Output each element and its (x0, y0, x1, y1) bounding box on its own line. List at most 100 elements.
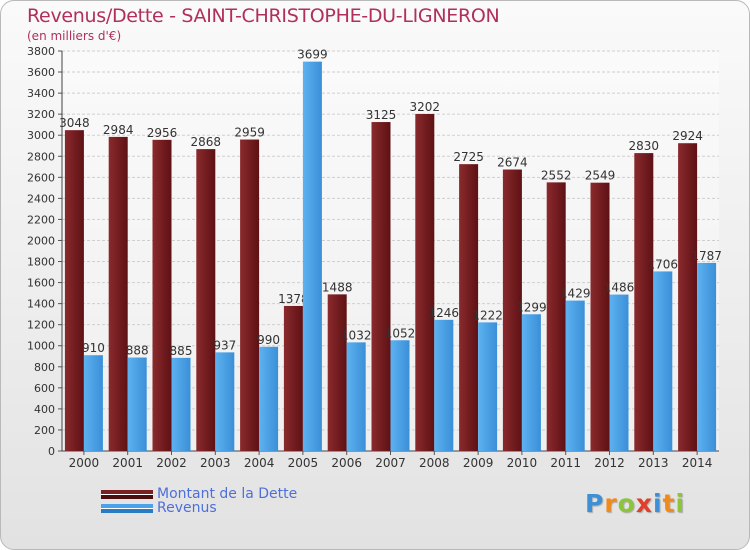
y-tick-label: 2200 (27, 213, 55, 226)
bar-dette (371, 122, 391, 451)
bar-revenus (434, 319, 454, 451)
y-tick-label: 600 (34, 382, 55, 395)
value-label: 1222 (472, 308, 503, 322)
y-tick-label: 200 (34, 424, 55, 437)
y-tick-label: 1000 (27, 340, 55, 353)
bar-dette (64, 130, 84, 451)
bar-revenus (302, 61, 322, 451)
value-label: 1032 (341, 328, 372, 342)
logo-letter: r (604, 489, 618, 518)
y-tick-label: 1200 (27, 319, 55, 332)
bar-revenus (521, 314, 541, 451)
bar-dette (678, 143, 698, 452)
bar-revenus (478, 322, 498, 451)
y-tick-label: 1600 (27, 277, 55, 290)
value-label: 3125 (366, 108, 397, 122)
value-label: 2674 (497, 156, 528, 170)
y-tick-label: 2000 (27, 234, 55, 247)
value-label: 2956 (147, 126, 178, 140)
bar-dette (152, 139, 172, 451)
x-tick-label: 2014 (682, 456, 713, 470)
x-tick-label: 2004 (244, 456, 275, 470)
y-tick-label: 1400 (27, 298, 55, 311)
value-label: 2552 (541, 168, 572, 182)
x-tick-label: 2011 (550, 456, 581, 470)
value-label: 937 (213, 338, 236, 352)
logo-letter: i (675, 489, 686, 518)
legend-swatch-dette (101, 489, 153, 499)
value-label: 1488 (322, 280, 353, 294)
y-tick-label: 3600 (27, 66, 55, 79)
value-label: 990 (257, 333, 280, 347)
value-label: 2959 (234, 126, 265, 140)
bar-dette (240, 139, 260, 452)
chart-subtitle: (en milliers d'€) (27, 29, 122, 43)
value-label: 910 (82, 341, 105, 355)
logo-letter: o (617, 489, 636, 518)
value-label: 3699 (297, 48, 328, 62)
x-tick-label: 2006 (331, 456, 362, 470)
x-tick-label: 2002 (156, 456, 187, 470)
bar-dette (415, 113, 435, 452)
value-label: 2830 (629, 139, 660, 153)
y-tick-label: 2600 (27, 171, 55, 184)
x-tick-label: 2009 (463, 456, 494, 470)
bar-revenus (697, 262, 717, 451)
bar-revenus (171, 357, 191, 451)
logo-letter: i (653, 489, 663, 518)
y-tick-label: 3000 (27, 129, 55, 142)
value-label: 1246 (429, 306, 460, 320)
value-label: 885 (170, 344, 193, 358)
y-tick-label: 800 (34, 361, 55, 374)
y-tick-label: 1800 (27, 256, 55, 269)
bar-revenus (215, 352, 235, 451)
value-label: 2924 (672, 129, 703, 143)
value-label: 1787 (691, 249, 722, 263)
y-tick-label: 3800 (27, 45, 55, 58)
x-tick-label: 2013 (638, 456, 669, 470)
y-tick-label: 3200 (27, 108, 55, 121)
value-label: 888 (126, 344, 149, 358)
x-tick-label: 2005 (288, 456, 319, 470)
value-label: 2868 (191, 135, 222, 149)
chart-title: Revenus/Dette - SAINT-CHRISTOPHE-DU-LIGN… (27, 5, 500, 27)
bar-revenus (609, 294, 629, 451)
value-label: 1706 (648, 257, 679, 271)
value-label: 2984 (103, 123, 134, 137)
logo-letter: t (662, 489, 676, 518)
y-tick-label: 0 (48, 445, 55, 458)
value-label: 1486 (604, 281, 635, 295)
x-tick-label: 2003 (200, 456, 231, 470)
x-tick-label: 2010 (507, 456, 538, 470)
bar-dette (590, 182, 610, 451)
y-tick-label: 2800 (27, 150, 55, 163)
x-tick-label: 2012 (594, 456, 625, 470)
y-tick-label: 2400 (27, 192, 55, 205)
y-tick-label: 400 (34, 403, 55, 416)
bar-dette (283, 305, 303, 451)
bar-revenus (653, 271, 673, 451)
value-label: 1052 (385, 326, 416, 340)
bar-revenus (259, 346, 279, 451)
bar-revenus (565, 300, 585, 451)
logo-letter: P (585, 489, 605, 518)
x-tick-label: 2007 (375, 456, 406, 470)
y-tick-label: 3400 (27, 87, 55, 100)
legend-item-dette: Montant de la Dette (101, 487, 297, 501)
x-tick-label: 2001 (112, 456, 143, 470)
legend: Montant de la Dette Revenus (101, 487, 297, 515)
bar-dette (108, 136, 128, 452)
value-label: 3048 (59, 116, 90, 130)
legend-swatch-revenus (101, 503, 153, 513)
value-label: 3202 (410, 100, 441, 114)
bar-revenus (390, 340, 410, 451)
value-label: 1429 (560, 287, 591, 301)
value-label: 2549 (585, 169, 616, 183)
bar-revenus (127, 357, 147, 451)
bar-dette (502, 169, 522, 452)
value-label: 1299 (516, 300, 547, 314)
bar-revenus (83, 355, 103, 451)
bar-dette (196, 149, 216, 451)
